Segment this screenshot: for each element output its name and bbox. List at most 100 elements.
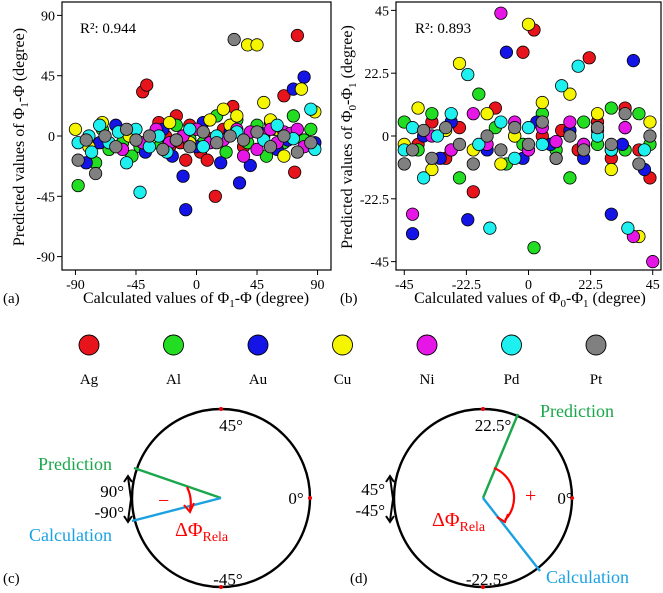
legend: Ag Al Au Cu Ni Pd Pt bbox=[78, 334, 607, 388]
point-pd-b bbox=[535, 137, 549, 151]
point-cu-a bbox=[250, 38, 264, 52]
point-cu-a bbox=[163, 116, 177, 130]
angle-diagram-d: 22.5° -22.5° 0° 45° -45° Prediction Calc… bbox=[350, 401, 629, 589]
point-ag-a bbox=[290, 28, 304, 43]
point-au-a bbox=[214, 156, 228, 170]
point-pt-a bbox=[156, 142, 170, 156]
points-a bbox=[68, 28, 322, 217]
point-pt-a bbox=[227, 32, 241, 47]
point-al-b bbox=[604, 101, 618, 115]
label-right-c: 0° bbox=[288, 489, 303, 508]
x-tick-label-a: -45 bbox=[127, 278, 146, 293]
point-ni-b bbox=[563, 115, 577, 129]
calculation-ray-d bbox=[482, 497, 541, 572]
point-al-a bbox=[71, 178, 85, 193]
point-pd-a bbox=[93, 118, 107, 132]
point-pt-b bbox=[577, 143, 591, 157]
x-tick-label-b: -45 bbox=[395, 278, 414, 293]
point-pt-a bbox=[223, 129, 237, 143]
ticks-a: -90 -45 0 45 90 -90 -45 0 45 90 bbox=[36, 9, 324, 293]
panel-label-c: (c) bbox=[3, 571, 20, 587]
point-pd-a bbox=[133, 185, 147, 199]
point-au-b bbox=[405, 227, 420, 241]
point-pt-a bbox=[129, 133, 143, 147]
legend-label-pt: Pt bbox=[590, 372, 603, 388]
point-pt-a bbox=[304, 136, 318, 150]
point-cu-a bbox=[203, 113, 217, 127]
y-tick-label-b: 45 bbox=[375, 4, 389, 19]
legend-marker-pd bbox=[501, 334, 522, 356]
ticks-b: -45 -22.5 0 22.5 45 -45 -22.5 0 22.5 45 bbox=[360, 4, 660, 293]
point-pd-b bbox=[637, 143, 652, 157]
point-pt-a bbox=[79, 133, 93, 147]
point-pd-b bbox=[417, 171, 431, 185]
point-pd-b bbox=[430, 129, 445, 143]
point-al-b bbox=[527, 241, 541, 255]
point-cu-b bbox=[521, 17, 536, 31]
x-tick-label-a: -90 bbox=[66, 278, 85, 293]
point-cu-b bbox=[604, 162, 618, 177]
legend-label-pd: Pd bbox=[504, 372, 520, 388]
marker-top-c bbox=[219, 407, 223, 411]
point-ni-b bbox=[466, 107, 480, 121]
delta-label-d: ΔΦRela bbox=[432, 509, 486, 535]
point-cu-b bbox=[590, 107, 605, 121]
point-pt-b bbox=[452, 137, 467, 151]
point-ni-a bbox=[250, 142, 264, 156]
left-boundary-arrows-c bbox=[127, 476, 133, 522]
point-pt-a bbox=[119, 122, 134, 136]
point-ag-a bbox=[208, 189, 222, 203]
point-pd-b bbox=[472, 137, 486, 151]
point-ni-a bbox=[236, 149, 251, 163]
legend-marker-al bbox=[163, 334, 184, 356]
point-au-b bbox=[626, 54, 640, 68]
point-ag-a bbox=[200, 153, 214, 167]
scatter-panel-a: -90 -45 0 45 90 -90 -45 0 45 90 R²: 0.944 Calcula… bbox=[3, 1, 332, 310]
point-pt-a bbox=[142, 129, 157, 143]
point-ag-a bbox=[277, 89, 291, 103]
y-tick-label-b: 0 bbox=[382, 130, 389, 145]
point-au-b bbox=[615, 137, 629, 151]
point-ni-b bbox=[618, 121, 632, 135]
point-pt-a bbox=[196, 125, 210, 139]
delta-arc-c bbox=[185, 486, 192, 511]
x-tick-label-b: 45 bbox=[646, 278, 660, 293]
point-cu-b bbox=[480, 107, 494, 121]
point-al-b bbox=[472, 87, 486, 101]
point-cu-b bbox=[452, 56, 467, 71]
point-pd-a bbox=[119, 156, 134, 170]
point-pt-b bbox=[508, 121, 522, 135]
x-axis-label-a: Calculated values of Φ1-Φ (degree) bbox=[83, 290, 309, 310]
label-top-c: 45° bbox=[219, 416, 243, 435]
y-axis-label-a: Predicted values of Φ1-Φ (degree) bbox=[11, 28, 31, 246]
point-pt-a bbox=[277, 129, 291, 143]
y-tick-label-a: 45 bbox=[41, 70, 55, 85]
x-tick-label-a: 45 bbox=[250, 278, 264, 293]
y-axis-label-b: Predicted values of Φ0-Φ1 (degree) bbox=[339, 25, 359, 249]
point-pd-b bbox=[555, 79, 569, 93]
point-pt-b bbox=[604, 137, 618, 151]
point-ag-a bbox=[179, 153, 193, 167]
point-au-b bbox=[499, 45, 514, 59]
delta-arrow-c bbox=[183, 502, 195, 514]
point-pd-b bbox=[571, 59, 585, 73]
marker-top-d bbox=[481, 407, 485, 411]
y-tick-label-b: 22.5 bbox=[365, 67, 390, 82]
point-au-a bbox=[179, 203, 193, 217]
point-pt-b bbox=[405, 143, 420, 157]
point-pt-b bbox=[535, 115, 549, 129]
angle-diagram-c: 45° -45° 0° 90° -90° Prediction Calculat… bbox=[3, 407, 312, 589]
point-ni-b bbox=[494, 6, 508, 20]
point-pt-a bbox=[236, 133, 251, 147]
calculation-label-d: Calculation bbox=[546, 567, 629, 587]
point-pt-b bbox=[643, 129, 657, 143]
point-pt-a bbox=[169, 133, 183, 147]
point-au-a bbox=[297, 70, 311, 84]
point-cu-a bbox=[230, 109, 244, 123]
point-au-b bbox=[461, 213, 475, 227]
point-al-b bbox=[577, 115, 591, 129]
x-tick-label-a: 0 bbox=[193, 278, 200, 293]
calculation-label-c: Calculation bbox=[29, 525, 112, 545]
point-cu-b bbox=[411, 101, 425, 115]
